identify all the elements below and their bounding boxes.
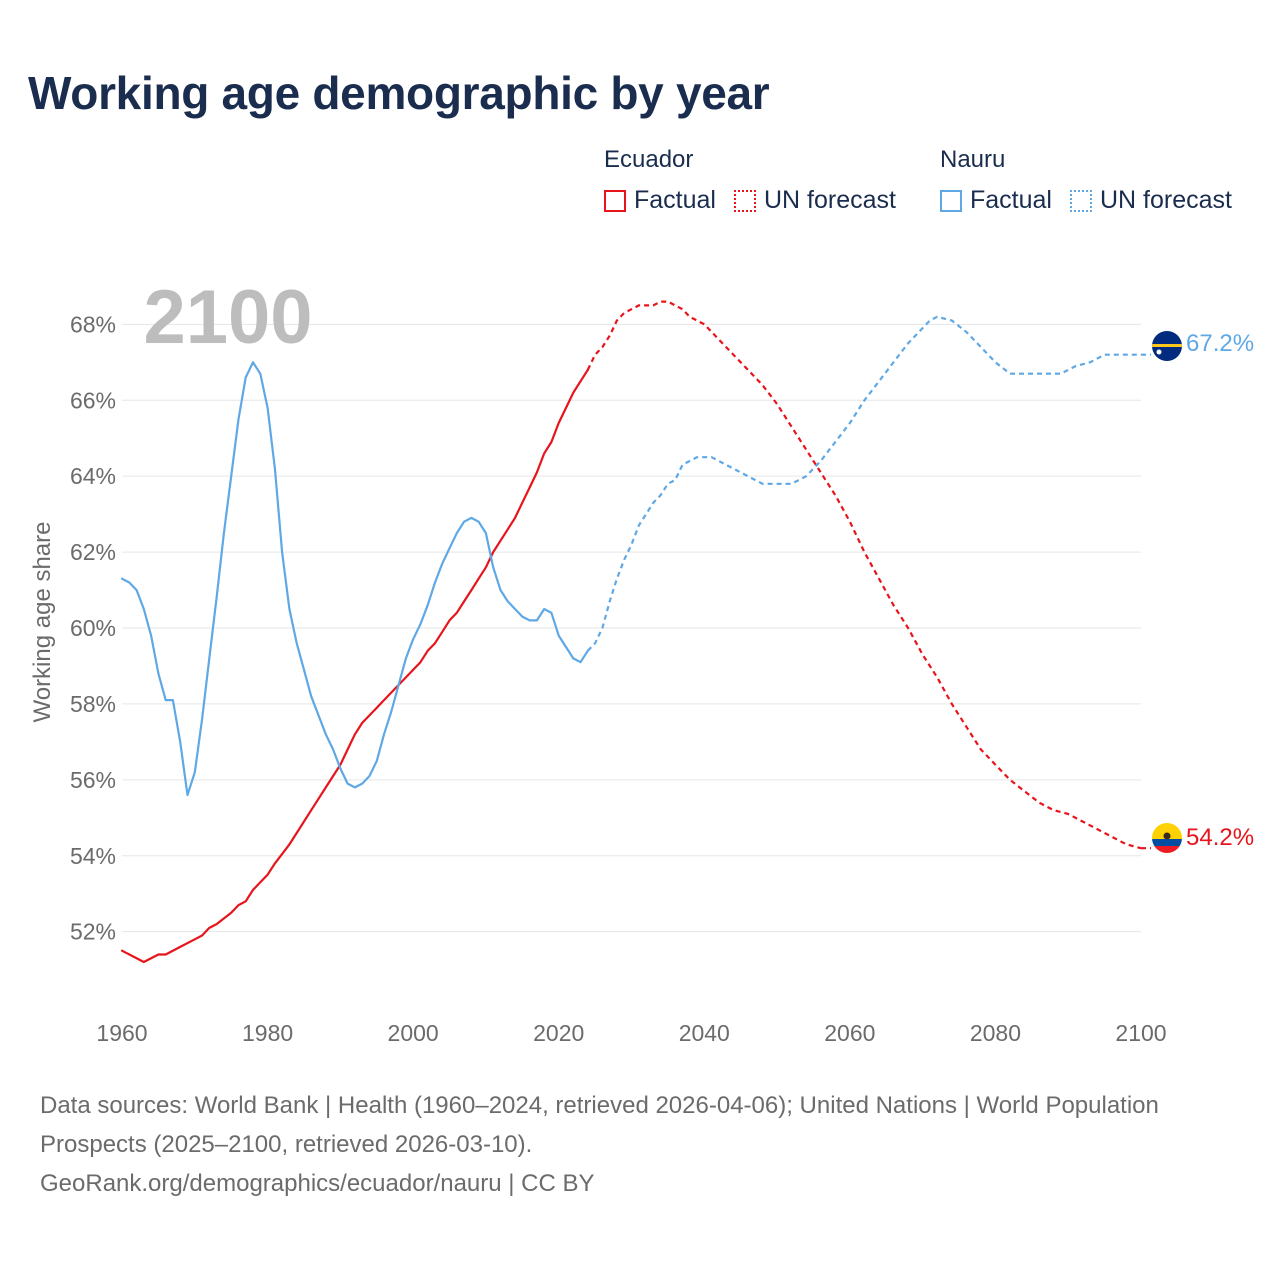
ecuador-factual-line: [120, 368, 589, 964]
legend-swatch-solid-blue: [940, 189, 962, 212]
legend-swatch-dotted-blue: [1069, 189, 1092, 212]
footer: Data sources: World Bank | Health (1960–…: [40, 1086, 1200, 1203]
x-tick-label: 1960: [96, 1020, 147, 1046]
legend-country-nauru: Nauru: [940, 146, 1006, 173]
nauru-forecast-line: [587, 315, 1141, 652]
legend-label: Factual: [970, 186, 1052, 214]
axes: 52% 54% 56% 58% 60% 62% 64% 66% 68% 1960 1980 2000 2…: [70, 311, 1167, 1046]
legend-item-nauru-factual[interactable]: Factual: [940, 186, 1052, 215]
ecuador-forecast-line: [586, 300, 1142, 850]
x-tick-label: 2060: [824, 1020, 875, 1046]
legend-country-ecuador: Ecuador: [604, 146, 694, 173]
chart-title: Working age demographic by year: [28, 67, 770, 119]
legend-item-ecuador-factual[interactable]: Factual: [604, 186, 716, 215]
legend-item-ecuador-forecast[interactable]: UN forecast: [733, 186, 896, 215]
legend-group-ecuador: Ecuador Factual UN forecast: [604, 144, 914, 215]
legend-swatch-dotted-red: [733, 189, 756, 212]
x-tick-label: 2040: [679, 1020, 730, 1046]
series-lines: [120, 300, 1151, 964]
y-axis-label: Working age share: [29, 522, 56, 723]
y-tick-label: 54%: [70, 843, 116, 869]
y-tick-label: 66%: [70, 387, 116, 413]
legend-item-nauru-forecast[interactable]: UN forecast: [1069, 186, 1232, 215]
gridlines: [122, 323, 1141, 933]
legend-label: UN forecast: [1099, 186, 1232, 214]
y-tick-label: 56%: [70, 767, 116, 793]
legend-label: UN forecast: [763, 186, 896, 214]
nauru-factual-line: [120, 361, 589, 797]
ecuador-flag-marker: [1152, 823, 1182, 853]
legend-swatch-solid-red: [604, 189, 626, 212]
year-watermark: 2100: [143, 275, 312, 360]
chart-area: 52% 54% 56% 58% 60% 62% 64% 66% 68% 1960 1980 2000 2…: [29, 275, 1254, 1046]
nauru-flag-marker: [1152, 331, 1182, 361]
y-tick-label: 52%: [70, 919, 116, 945]
x-tick-label: 2080: [970, 1020, 1021, 1046]
data-sources-text: Data sources: World Bank | Health (1960–…: [40, 1092, 1159, 1158]
legend-group-nauru: Nauru Factual UN forecast: [940, 144, 1232, 215]
x-tick-label: 2100: [1115, 1020, 1166, 1046]
y-tick-label: 68%: [70, 311, 116, 337]
x-tick-label: 1980: [242, 1020, 293, 1046]
y-tick-label: 64%: [70, 463, 116, 489]
x-tick-label: 2000: [388, 1020, 439, 1046]
x-tick-label: 2020: [533, 1020, 584, 1046]
ecuador-end-value: 54.2%: [1186, 824, 1254, 851]
y-tick-label: 58%: [70, 691, 116, 717]
nauru-end-value: 67.2%: [1186, 330, 1254, 357]
y-tick-label: 60%: [70, 615, 116, 641]
attribution-text: GeoRank.org/demographics/ecuador/nauru |…: [40, 1170, 595, 1197]
y-tick-label: 62%: [70, 539, 116, 565]
legend-label: Factual: [634, 186, 716, 214]
